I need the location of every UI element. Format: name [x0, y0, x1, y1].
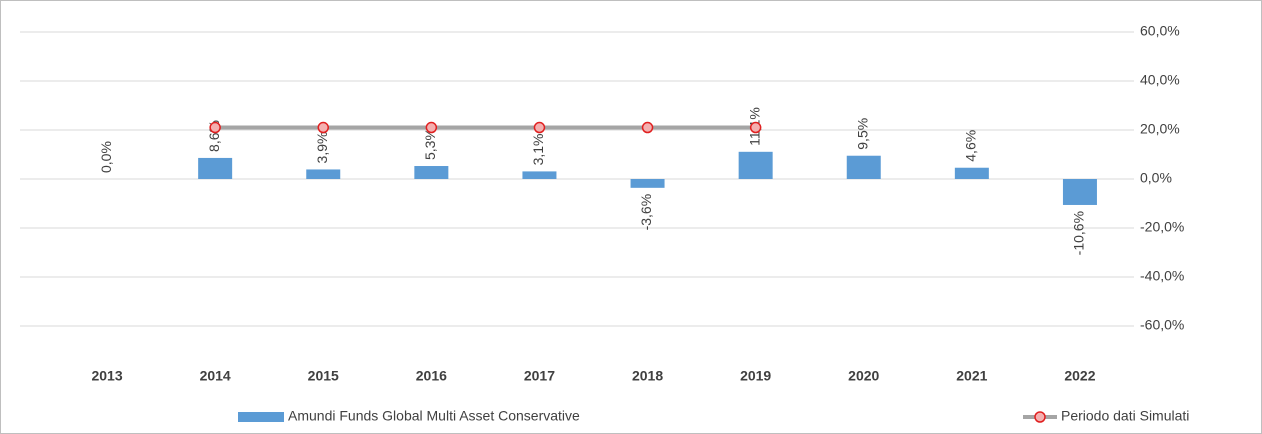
line-marker [533, 121, 546, 134]
bar [522, 171, 557, 179]
line-marker [209, 121, 221, 134]
y-tick-label: -20,0% [1140, 219, 1184, 235]
x-tick-label: 2016 [416, 368, 447, 384]
bar [846, 155, 881, 179]
bar [1062, 179, 1097, 205]
x-tick-label: 2021 [956, 368, 987, 384]
y-tick-label: 0,0% [1140, 170, 1172, 186]
data-label: 4,6% [963, 130, 979, 162]
y-tick-label: 60,0% [1140, 23, 1180, 39]
bar [630, 179, 665, 188]
line-marker [749, 121, 762, 134]
data-label: 9,5% [854, 118, 870, 150]
x-tick-label: 2018 [632, 368, 663, 384]
bar [414, 166, 449, 179]
data-label: 5,3% [422, 128, 438, 160]
legend-label: Periodo dati Simulati [1061, 408, 1189, 424]
bar [954, 167, 989, 179]
y-tick-label: 40,0% [1140, 72, 1180, 88]
y-tick-label: 20,0% [1140, 121, 1180, 137]
y-tick-label: -60,0% [1140, 317, 1184, 333]
data-label: 3,1% [530, 133, 546, 165]
line-marker [641, 121, 654, 134]
legend-swatch [238, 412, 284, 422]
line-marker [425, 121, 438, 134]
bar [198, 157, 233, 179]
data-label: -10,6% [1071, 211, 1087, 255]
x-tick-label: 2020 [848, 368, 879, 384]
y-tick-label: -40,0% [1140, 268, 1184, 284]
line-marker [317, 121, 329, 134]
x-tick-label: 2017 [524, 368, 555, 384]
legend-marker [1034, 411, 1046, 423]
data-label: -3,6% [638, 194, 654, 231]
x-tick-label: 2014 [200, 368, 231, 384]
bar [738, 151, 773, 179]
x-tick-label: 2019 [740, 368, 771, 384]
x-tick-label: 2013 [91, 368, 122, 384]
x-tick-label: 2022 [1064, 368, 1095, 384]
x-tick-label: 2015 [308, 368, 339, 384]
data-label: 3,9% [314, 132, 330, 164]
legend-label: Amundi Funds Global Multi Asset Conserva… [288, 408, 580, 424]
bar [306, 169, 341, 179]
data-label: 0,0% [98, 141, 114, 173]
